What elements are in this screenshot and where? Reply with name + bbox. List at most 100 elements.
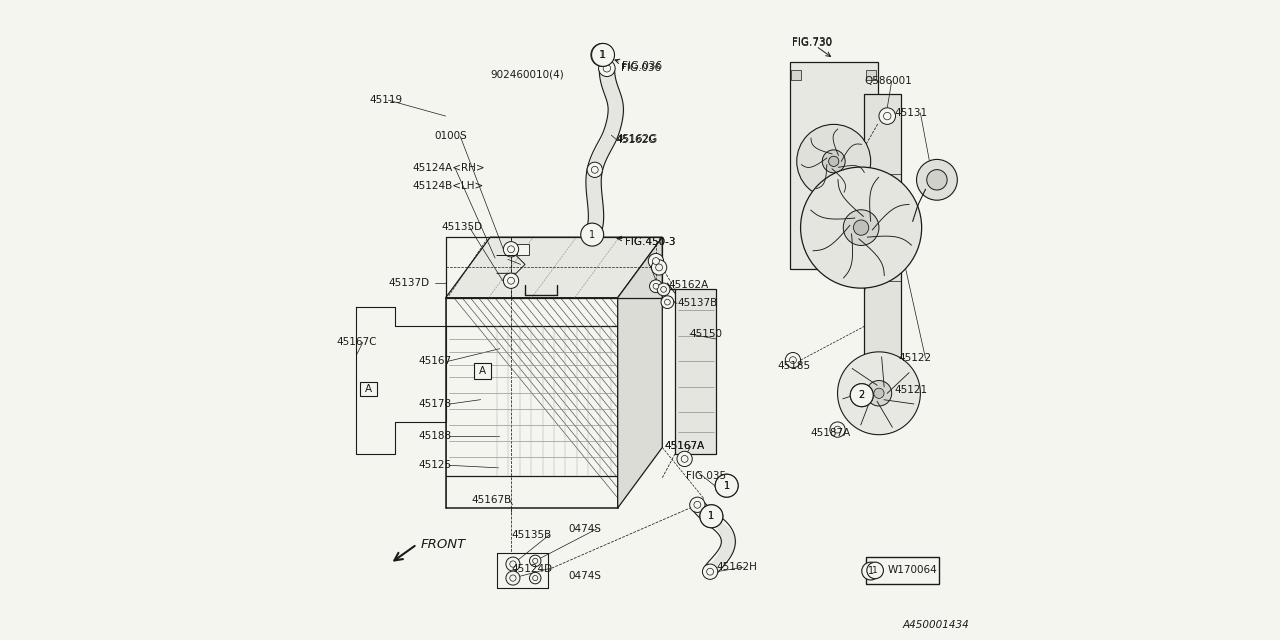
Text: FIG.450-3: FIG.450-3 bbox=[626, 237, 676, 247]
Bar bbox=[791, 70, 801, 80]
Text: 45135B: 45135B bbox=[511, 530, 552, 540]
Circle shape bbox=[854, 220, 869, 236]
Circle shape bbox=[603, 65, 611, 72]
Circle shape bbox=[916, 159, 957, 200]
Text: 45162G: 45162G bbox=[616, 135, 657, 145]
Bar bbox=[867, 70, 877, 80]
Circle shape bbox=[503, 273, 518, 289]
Text: 45131: 45131 bbox=[895, 108, 928, 118]
Circle shape bbox=[707, 568, 713, 575]
Circle shape bbox=[867, 562, 883, 579]
Text: A: A bbox=[479, 366, 486, 376]
Text: 1: 1 bbox=[708, 511, 714, 521]
Text: 0474S: 0474S bbox=[568, 571, 602, 581]
Circle shape bbox=[649, 280, 662, 292]
Circle shape bbox=[677, 451, 692, 467]
Text: 45162A: 45162A bbox=[668, 280, 709, 290]
Circle shape bbox=[694, 501, 700, 508]
Text: 45162H: 45162H bbox=[717, 563, 758, 572]
Circle shape bbox=[508, 246, 515, 253]
Circle shape bbox=[703, 564, 718, 579]
Circle shape bbox=[506, 557, 520, 571]
Circle shape bbox=[874, 388, 884, 398]
Circle shape bbox=[927, 170, 947, 190]
Text: 45121: 45121 bbox=[895, 385, 928, 395]
Circle shape bbox=[503, 242, 518, 257]
Text: 45178: 45178 bbox=[419, 399, 452, 409]
Circle shape bbox=[828, 156, 838, 166]
Text: Q586001: Q586001 bbox=[864, 76, 913, 86]
Bar bbox=[475, 364, 492, 379]
Circle shape bbox=[584, 225, 602, 243]
Circle shape bbox=[861, 562, 879, 580]
Text: 1: 1 bbox=[723, 481, 730, 491]
Text: 1: 1 bbox=[708, 511, 714, 521]
Text: 45167A: 45167A bbox=[664, 441, 704, 451]
Circle shape bbox=[879, 108, 896, 124]
Circle shape bbox=[716, 474, 739, 497]
Text: 45185: 45185 bbox=[777, 361, 810, 371]
Circle shape bbox=[796, 124, 870, 198]
Circle shape bbox=[509, 575, 516, 581]
Circle shape bbox=[648, 253, 663, 269]
Circle shape bbox=[844, 210, 879, 246]
Text: FIG.730: FIG.730 bbox=[792, 36, 832, 47]
Circle shape bbox=[655, 264, 663, 271]
Text: 45135D: 45135D bbox=[442, 222, 483, 232]
Circle shape bbox=[506, 571, 520, 585]
Circle shape bbox=[589, 230, 596, 238]
Circle shape bbox=[591, 166, 598, 173]
Circle shape bbox=[835, 426, 841, 433]
Text: 1: 1 bbox=[872, 566, 878, 575]
Text: 45150: 45150 bbox=[690, 329, 723, 339]
Text: 45124D: 45124D bbox=[511, 563, 553, 573]
Circle shape bbox=[837, 352, 920, 435]
Circle shape bbox=[829, 422, 845, 437]
Circle shape bbox=[581, 223, 604, 246]
Circle shape bbox=[690, 497, 705, 513]
Circle shape bbox=[532, 558, 538, 563]
Circle shape bbox=[664, 300, 671, 305]
Text: FRONT: FRONT bbox=[420, 538, 466, 551]
Text: A: A bbox=[365, 385, 372, 394]
Bar bbox=[864, 94, 901, 362]
Text: 45167: 45167 bbox=[419, 356, 452, 367]
Circle shape bbox=[790, 356, 796, 364]
Polygon shape bbox=[445, 237, 662, 298]
Text: 45162G: 45162G bbox=[617, 134, 658, 144]
Circle shape bbox=[588, 162, 603, 177]
Bar bbox=[790, 62, 878, 269]
Bar bbox=[517, 244, 529, 255]
Circle shape bbox=[883, 113, 891, 120]
Text: 45124B<LH>: 45124B<LH> bbox=[412, 181, 484, 191]
Polygon shape bbox=[675, 289, 717, 454]
Circle shape bbox=[530, 572, 541, 584]
Text: 45188: 45188 bbox=[419, 431, 452, 441]
Circle shape bbox=[530, 555, 541, 566]
Text: FIG.036: FIG.036 bbox=[622, 61, 662, 72]
Circle shape bbox=[681, 456, 689, 462]
Text: W170064: W170064 bbox=[887, 565, 937, 575]
Text: 0100S: 0100S bbox=[435, 131, 467, 141]
Text: 2: 2 bbox=[859, 390, 865, 400]
Text: 45187A: 45187A bbox=[810, 428, 851, 438]
Circle shape bbox=[591, 44, 614, 67]
Circle shape bbox=[532, 575, 538, 580]
Circle shape bbox=[867, 381, 892, 406]
Text: 45167B: 45167B bbox=[471, 495, 512, 505]
Circle shape bbox=[657, 283, 669, 296]
Circle shape bbox=[716, 474, 739, 497]
Text: FIG.730: FIG.730 bbox=[791, 38, 832, 48]
Circle shape bbox=[509, 561, 516, 567]
Text: 1: 1 bbox=[600, 50, 607, 60]
Circle shape bbox=[786, 353, 800, 368]
Text: 1: 1 bbox=[599, 50, 605, 60]
Text: 45124A<RH>: 45124A<RH> bbox=[412, 163, 485, 173]
Text: 45122: 45122 bbox=[899, 353, 932, 364]
Circle shape bbox=[660, 287, 667, 292]
Text: 2: 2 bbox=[859, 390, 865, 400]
Polygon shape bbox=[618, 237, 662, 508]
Text: 45137B: 45137B bbox=[677, 298, 717, 308]
Text: 45137D: 45137D bbox=[388, 278, 429, 288]
Circle shape bbox=[700, 505, 723, 528]
